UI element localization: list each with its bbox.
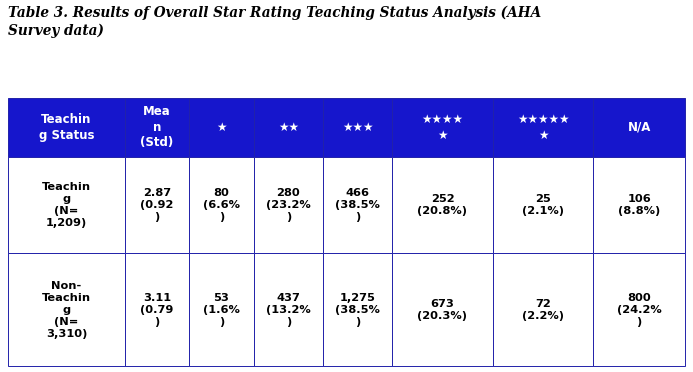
- FancyBboxPatch shape: [125, 157, 189, 253]
- Text: 106
(8.8%): 106 (8.8%): [618, 194, 660, 216]
- Text: 2.87
(0.92
): 2.87 (0.92 ): [140, 188, 174, 222]
- Text: ★★★★★
★: ★★★★★ ★: [517, 113, 570, 142]
- Text: 1,275
(38.5%
): 1,275 (38.5% ): [335, 293, 380, 327]
- Text: 466
(38.5%
): 466 (38.5% ): [335, 188, 380, 222]
- FancyBboxPatch shape: [254, 253, 323, 366]
- Text: Table 3. Results of Overall Star Rating Teaching Status Analysis (AHA
Survey dat: Table 3. Results of Overall Star Rating …: [8, 6, 541, 38]
- Text: ★★★: ★★★: [342, 121, 374, 134]
- Text: Teachin
g Status: Teachin g Status: [39, 113, 94, 142]
- FancyBboxPatch shape: [493, 97, 593, 157]
- Text: 53
(1.6%
): 53 (1.6% ): [203, 293, 240, 327]
- Text: 3.11
(0.79
): 3.11 (0.79 ): [140, 293, 174, 327]
- FancyBboxPatch shape: [323, 157, 392, 253]
- FancyBboxPatch shape: [323, 253, 392, 366]
- FancyBboxPatch shape: [392, 157, 493, 253]
- FancyBboxPatch shape: [593, 157, 685, 253]
- FancyBboxPatch shape: [254, 157, 323, 253]
- FancyBboxPatch shape: [125, 253, 189, 366]
- Text: 80
(6.6%
): 80 (6.6% ): [203, 188, 240, 222]
- Text: N/A: N/A: [627, 121, 651, 134]
- FancyBboxPatch shape: [593, 97, 685, 157]
- FancyBboxPatch shape: [189, 97, 254, 157]
- Text: 72
(2.2%): 72 (2.2%): [522, 299, 564, 321]
- FancyBboxPatch shape: [254, 97, 323, 157]
- Text: ★: ★: [216, 121, 227, 134]
- Text: Teachin
g
(N=
1,209): Teachin g (N= 1,209): [42, 182, 91, 228]
- FancyBboxPatch shape: [125, 97, 189, 157]
- FancyBboxPatch shape: [189, 157, 254, 253]
- Text: 280
(23.2%
): 280 (23.2% ): [266, 188, 310, 222]
- FancyBboxPatch shape: [8, 157, 125, 253]
- Text: 25
(2.1%): 25 (2.1%): [522, 194, 564, 216]
- Text: 252
(20.8%): 252 (20.8%): [417, 194, 468, 216]
- Text: ★★★★
★: ★★★★ ★: [421, 113, 464, 142]
- FancyBboxPatch shape: [8, 253, 125, 366]
- FancyBboxPatch shape: [8, 97, 125, 157]
- FancyBboxPatch shape: [493, 157, 593, 253]
- Text: 437
(13.2%
): 437 (13.2% ): [266, 293, 310, 327]
- Text: 673
(20.3%): 673 (20.3%): [417, 299, 468, 321]
- FancyBboxPatch shape: [493, 253, 593, 366]
- Text: Mea
n
(Std): Mea n (Std): [141, 105, 173, 150]
- Text: 800
(24.2%
): 800 (24.2% ): [617, 293, 661, 327]
- Text: Non-
Teachin
g
(N=
3,310): Non- Teachin g (N= 3,310): [42, 280, 91, 339]
- FancyBboxPatch shape: [189, 253, 254, 366]
- FancyBboxPatch shape: [392, 97, 493, 157]
- FancyBboxPatch shape: [392, 253, 493, 366]
- FancyBboxPatch shape: [593, 253, 685, 366]
- FancyBboxPatch shape: [323, 97, 392, 157]
- Text: ★★: ★★: [278, 121, 299, 134]
